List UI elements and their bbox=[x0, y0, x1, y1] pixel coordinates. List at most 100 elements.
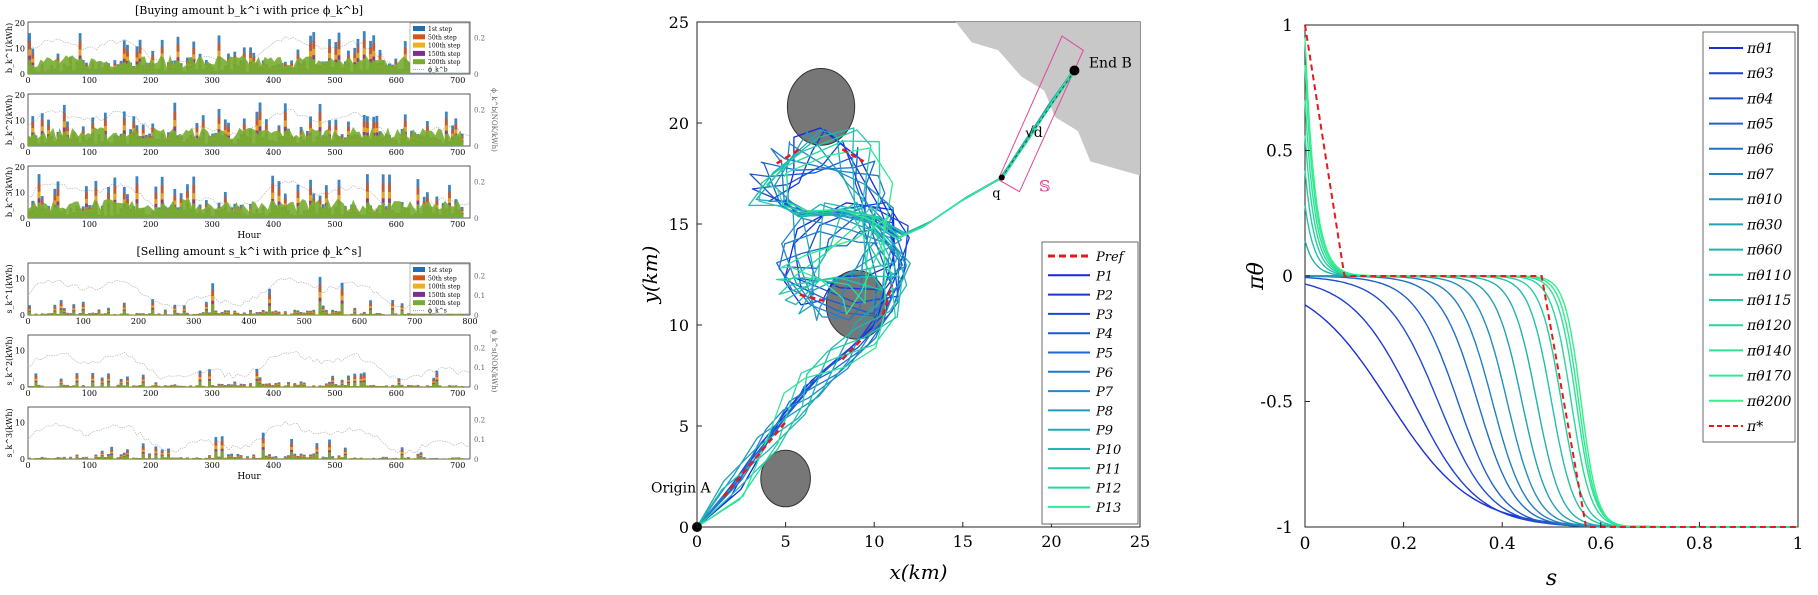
data-bar bbox=[365, 386, 369, 387]
y-axis-label: b_k^2(kWh) bbox=[5, 95, 14, 145]
y-tick-label: 10 bbox=[15, 419, 25, 428]
y-tick-label: 10 bbox=[15, 45, 25, 54]
data-bar bbox=[353, 312, 357, 315]
data-bar bbox=[223, 313, 227, 315]
legend-label: Pref bbox=[1095, 250, 1126, 265]
data-bar bbox=[324, 313, 328, 315]
data-bar bbox=[220, 451, 224, 459]
data-bar bbox=[381, 458, 385, 459]
optimal-policy-line bbox=[1304, 24, 1798, 528]
data-bar bbox=[170, 458, 174, 459]
x-axis-label: Hour bbox=[237, 472, 261, 482]
x-tick-label: 700 bbox=[450, 220, 465, 229]
data-bar bbox=[56, 458, 60, 459]
x-tick-label: 10 bbox=[864, 532, 884, 551]
data-bar bbox=[151, 386, 155, 387]
y-tick-label: 25 bbox=[669, 13, 689, 32]
data-bar bbox=[126, 383, 129, 387]
data-bar bbox=[204, 310, 208, 315]
x-tick-label: 100 bbox=[82, 461, 97, 470]
x-tick-label: 600 bbox=[352, 317, 367, 326]
data-bar bbox=[258, 313, 262, 315]
reference-path-segment bbox=[776, 148, 801, 165]
x-tick-label: 700 bbox=[450, 76, 465, 85]
data-bar bbox=[59, 309, 63, 315]
data-bar bbox=[331, 457, 335, 459]
x-tick-label: 5 bbox=[781, 532, 791, 551]
data-bar bbox=[141, 453, 145, 459]
legend-label: 150th step bbox=[428, 51, 461, 58]
data-bar bbox=[75, 457, 79, 459]
data-bar bbox=[451, 314, 455, 315]
data-bar bbox=[410, 386, 413, 387]
data-bar bbox=[50, 314, 54, 315]
legend-swatch bbox=[413, 59, 425, 65]
legend-swatch bbox=[413, 283, 425, 289]
x-tick-label: 500 bbox=[327, 220, 342, 229]
data-bar bbox=[375, 314, 379, 315]
data-bar bbox=[103, 314, 107, 315]
data-bar bbox=[384, 458, 388, 459]
data-bar bbox=[268, 457, 271, 459]
data-bar bbox=[454, 458, 458, 459]
reference-path-segment bbox=[722, 421, 787, 498]
x-tick-label: 500 bbox=[327, 461, 342, 470]
data-bar bbox=[62, 312, 66, 315]
data-bar bbox=[343, 386, 347, 387]
data-bar bbox=[400, 454, 404, 459]
price-line bbox=[27, 180, 471, 214]
data-bar bbox=[157, 314, 161, 315]
policy-chart: 0 0.2 0.4 0.6 0.8 1 1 0.5 0 -0.5 -1 s πθ πθ1 πθ3 πθ4 πθ5… bbox=[1244, 16, 1803, 591]
data-bar bbox=[135, 314, 139, 315]
data-bar bbox=[362, 381, 366, 387]
legend-label: πθ7 bbox=[1746, 167, 1774, 183]
x-tick-label: 0 bbox=[25, 76, 30, 85]
data-bar bbox=[47, 314, 50, 315]
data-bar bbox=[179, 458, 183, 459]
data-bar bbox=[416, 457, 420, 459]
data-bar bbox=[239, 385, 243, 387]
data-bar bbox=[242, 314, 246, 315]
data-bar bbox=[138, 386, 142, 387]
x-tick-label: 200 bbox=[143, 76, 158, 85]
data-bar bbox=[116, 458, 120, 459]
data-bar bbox=[435, 381, 439, 387]
legend-label: P5 bbox=[1095, 347, 1113, 362]
data-bar bbox=[337, 386, 341, 387]
legend-swatch bbox=[413, 34, 425, 40]
legend-label: πθ200 bbox=[1746, 394, 1791, 410]
data-bar bbox=[151, 309, 155, 315]
data-bar bbox=[201, 314, 205, 315]
policy-panel: 0 0.2 0.4 0.6 0.8 1 1 0.5 0 -0.5 -1 s πθ πθ1 πθ3 πθ4 πθ5… bbox=[1240, 0, 1818, 595]
data-bar bbox=[340, 384, 344, 387]
subplot-frame bbox=[27, 262, 471, 316]
data-bar bbox=[299, 457, 303, 459]
data-bar bbox=[258, 383, 262, 387]
y-tick-label: 0 bbox=[20, 311, 25, 320]
data-bar bbox=[122, 456, 126, 459]
data-bar bbox=[227, 313, 230, 315]
legend-label: πθ10 bbox=[1746, 192, 1783, 208]
x-tick-label: 400 bbox=[266, 220, 281, 229]
right-tick-label: 0.1 bbox=[474, 436, 485, 444]
data-bar bbox=[97, 458, 101, 459]
base-area bbox=[28, 126, 470, 146]
data-bar bbox=[448, 386, 451, 387]
data-bar bbox=[277, 313, 281, 315]
data-bar bbox=[425, 386, 429, 387]
price-line bbox=[27, 277, 471, 309]
data-bar bbox=[220, 313, 224, 315]
right-tick-label: 0 bbox=[474, 312, 478, 320]
data-bar bbox=[252, 314, 256, 315]
data-bar bbox=[208, 314, 211, 315]
price-line bbox=[27, 421, 471, 455]
legend-label: P7 bbox=[1095, 385, 1114, 400]
data-bar bbox=[233, 313, 237, 315]
data-bar bbox=[331, 313, 335, 315]
data-bar bbox=[94, 457, 98, 459]
data-bar bbox=[81, 458, 85, 459]
data-bar bbox=[37, 386, 41, 387]
data-bar bbox=[78, 314, 82, 315]
right-tick-label: 0.2 bbox=[474, 107, 485, 115]
